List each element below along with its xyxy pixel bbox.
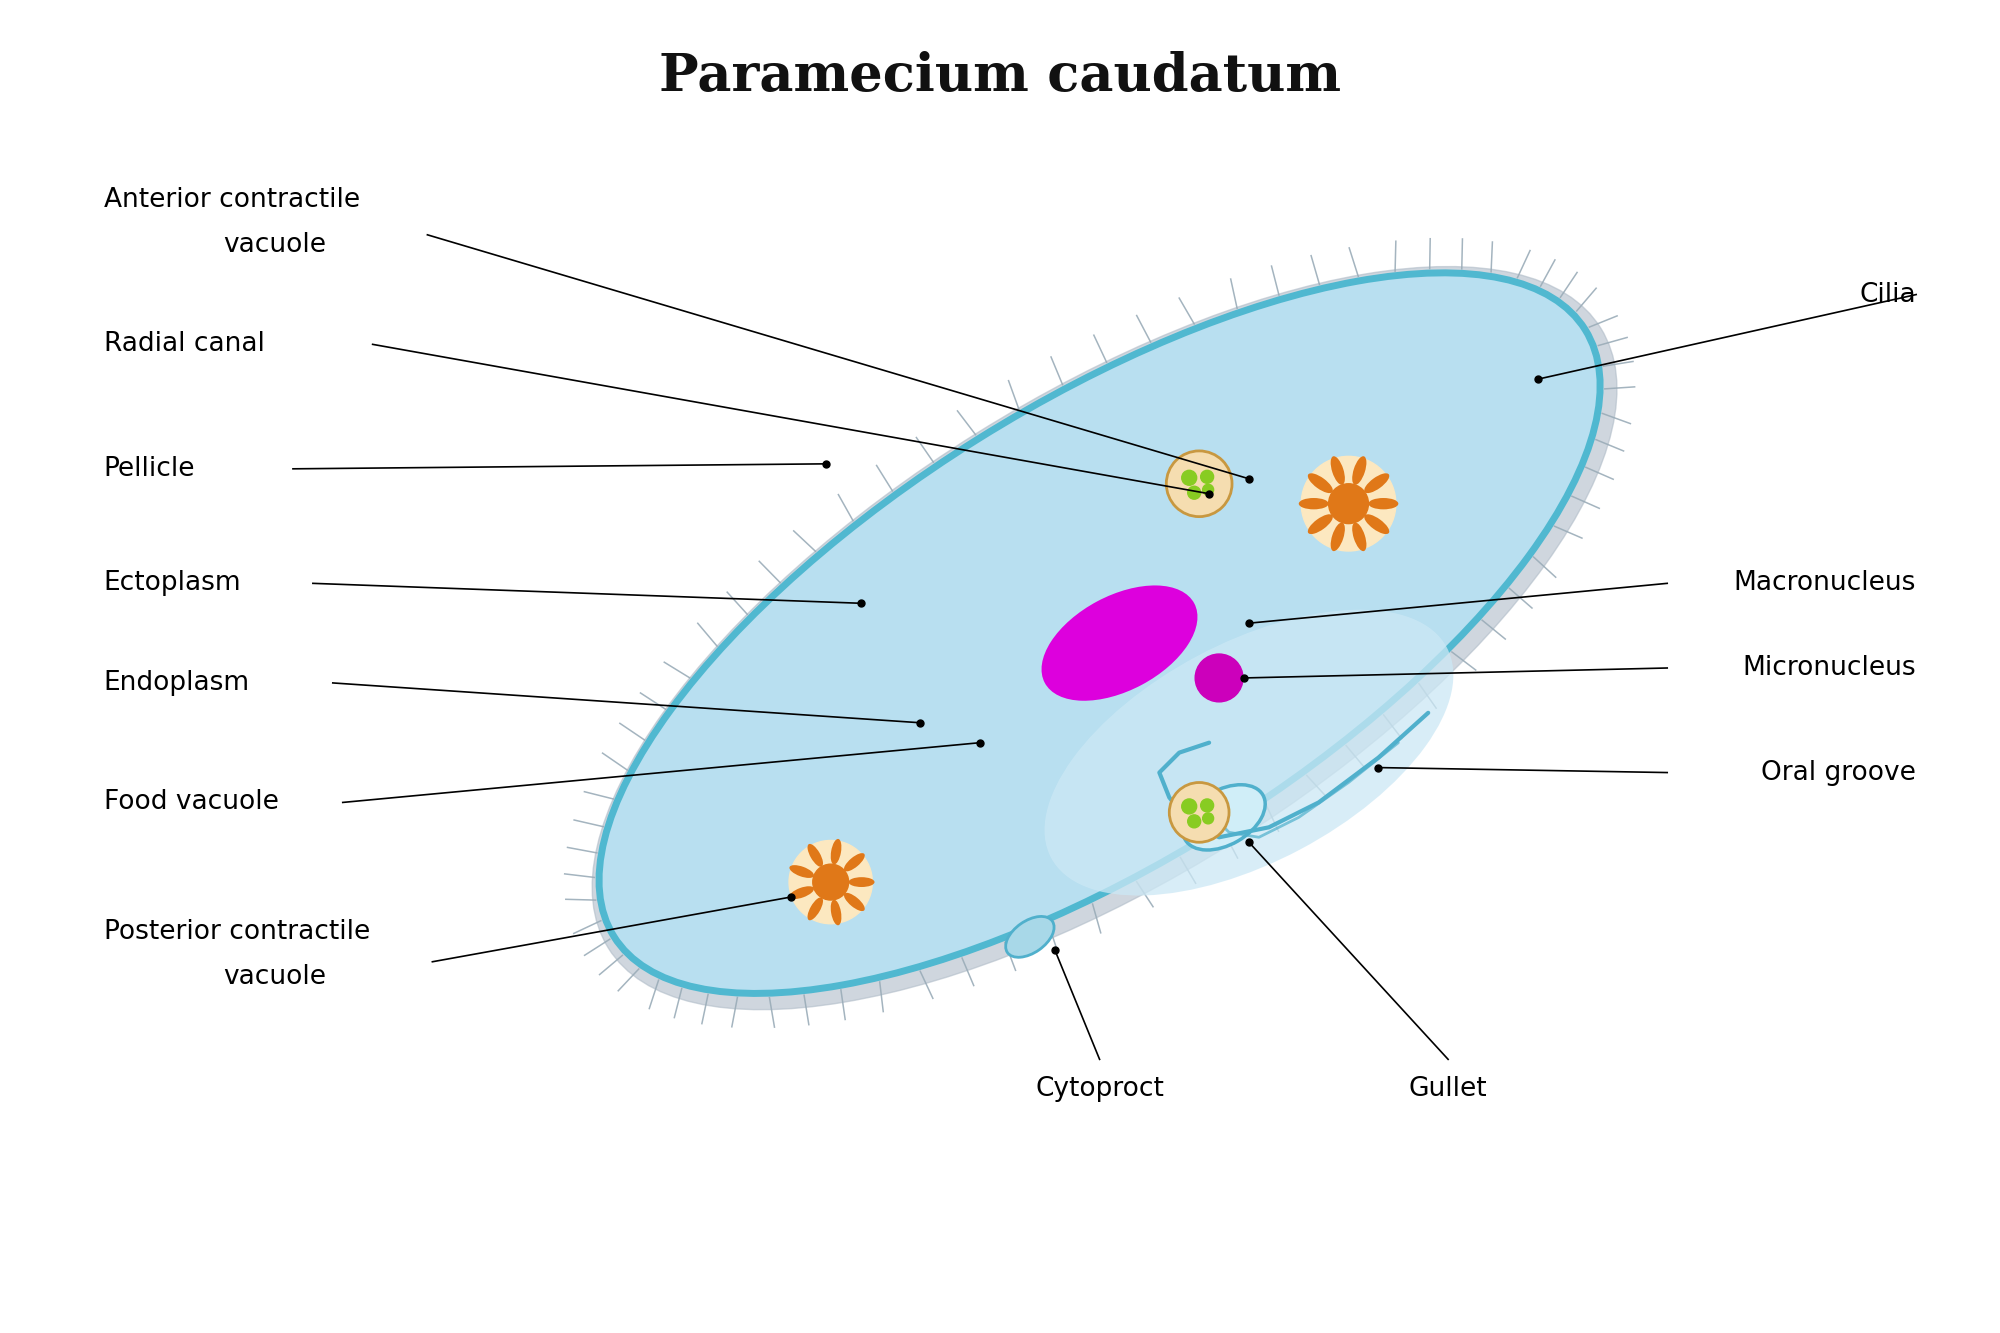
Circle shape bbox=[1328, 484, 1368, 524]
Ellipse shape bbox=[808, 844, 824, 866]
Text: Endoplasm: Endoplasm bbox=[104, 670, 250, 696]
Ellipse shape bbox=[830, 838, 842, 865]
Text: Ectoplasm: Ectoplasm bbox=[104, 571, 242, 596]
Text: Macronucleus: Macronucleus bbox=[1734, 571, 1916, 596]
Ellipse shape bbox=[1042, 585, 1198, 701]
Text: Gullet: Gullet bbox=[1408, 1076, 1488, 1102]
Circle shape bbox=[790, 841, 872, 924]
Text: Micronucleus: Micronucleus bbox=[1742, 655, 1916, 681]
Text: Cilia: Cilia bbox=[1860, 281, 1916, 308]
Ellipse shape bbox=[808, 897, 824, 920]
Circle shape bbox=[1202, 813, 1214, 824]
Circle shape bbox=[1188, 487, 1200, 499]
Ellipse shape bbox=[1330, 456, 1344, 485]
Circle shape bbox=[1200, 471, 1214, 484]
Ellipse shape bbox=[1006, 917, 1054, 957]
Ellipse shape bbox=[790, 865, 814, 878]
Ellipse shape bbox=[1182, 785, 1266, 850]
Circle shape bbox=[1196, 655, 1242, 702]
Ellipse shape bbox=[790, 886, 814, 898]
Ellipse shape bbox=[1352, 523, 1366, 551]
Ellipse shape bbox=[830, 900, 842, 925]
Ellipse shape bbox=[1364, 515, 1390, 535]
Circle shape bbox=[1202, 484, 1214, 496]
Text: Cytoproct: Cytoproct bbox=[1036, 1076, 1164, 1102]
Text: Posterior contractile: Posterior contractile bbox=[104, 918, 370, 945]
Ellipse shape bbox=[1330, 523, 1344, 551]
Ellipse shape bbox=[592, 267, 1616, 1009]
Circle shape bbox=[1302, 456, 1396, 551]
Text: Radial canal: Radial canal bbox=[104, 332, 264, 357]
Text: vacuole: vacuole bbox=[224, 232, 326, 257]
Circle shape bbox=[812, 864, 848, 900]
Ellipse shape bbox=[600, 273, 1600, 993]
Text: Anterior contractile: Anterior contractile bbox=[104, 187, 360, 213]
Ellipse shape bbox=[1298, 499, 1328, 509]
Text: vacuole: vacuole bbox=[224, 964, 326, 989]
Ellipse shape bbox=[844, 893, 864, 910]
Text: Oral groove: Oral groove bbox=[1762, 760, 1916, 785]
Ellipse shape bbox=[1364, 473, 1390, 493]
Circle shape bbox=[1182, 798, 1196, 814]
Circle shape bbox=[1166, 451, 1232, 517]
Ellipse shape bbox=[1352, 456, 1366, 485]
Ellipse shape bbox=[844, 853, 864, 872]
Ellipse shape bbox=[848, 877, 874, 886]
Circle shape bbox=[1182, 471, 1196, 485]
Circle shape bbox=[1188, 814, 1200, 828]
Ellipse shape bbox=[1368, 499, 1398, 509]
Ellipse shape bbox=[1044, 609, 1454, 896]
Text: Food vacuole: Food vacuole bbox=[104, 789, 278, 816]
Circle shape bbox=[1170, 782, 1230, 842]
Text: Paramecium caudatum: Paramecium caudatum bbox=[658, 51, 1342, 101]
Circle shape bbox=[1200, 798, 1214, 812]
Ellipse shape bbox=[1308, 473, 1332, 493]
Text: Pellicle: Pellicle bbox=[104, 456, 196, 481]
Ellipse shape bbox=[1308, 515, 1332, 535]
